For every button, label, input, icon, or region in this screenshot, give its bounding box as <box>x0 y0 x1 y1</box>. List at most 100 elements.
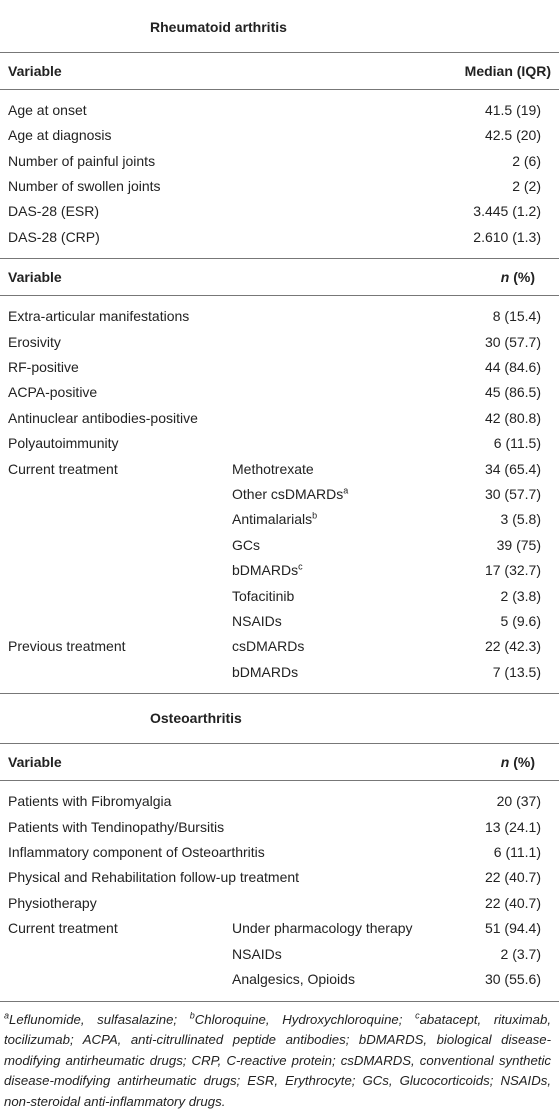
row-label: Number of painful joints <box>8 152 156 169</box>
sublabel-text: bDMARDs <box>232 562 299 579</box>
row-sublabel: bDMARDs <box>232 663 298 681</box>
row-value: 2 (2) <box>512 177 541 194</box>
row-sublabel: Analgesics, Opioids <box>232 970 355 988</box>
row-label: Current treatment <box>8 460 118 477</box>
footnote-mark: a <box>343 485 349 496</box>
row-label: Polyautoimmunity <box>8 435 119 452</box>
row-value: 41.5 (19) <box>484 101 541 118</box>
row-sublabel: bDMARDsc <box>232 561 303 579</box>
row-sublabel: NSAIDs <box>232 945 282 963</box>
row-label: Patients with Fibromyalgia <box>8 793 172 810</box>
row-label: Physical and Rehabilitation follow-up tr… <box>8 869 300 886</box>
row-label: Inflammatory component of Osteoarthritis <box>8 843 265 860</box>
row-value: 44 (84.6) <box>484 358 541 375</box>
header-label: Variable <box>8 753 62 770</box>
row-sublabel: Methotrexate <box>232 460 314 478</box>
row-value: 30 (57.7) <box>484 485 541 502</box>
sublabel-text: NSAIDs <box>232 612 282 629</box>
row-value: 2 (3.7) <box>500 945 541 962</box>
footnote-mark: b <box>312 510 318 521</box>
row-label: Physiotherapy <box>8 894 97 911</box>
sublabel-text: Analgesics, Opioids <box>232 970 355 987</box>
header-value: Median (IQR) <box>465 62 551 80</box>
footnote-text: Leflunomide, sulfasalazine; <box>9 1011 190 1027</box>
sublabel-text: bDMARDs <box>232 663 299 680</box>
footnote-mark: a <box>4 1010 10 1021</box>
sublabel-text: Other csDMARDs <box>232 485 344 502</box>
section-title: Rheumatoid arthritis <box>150 19 287 35</box>
row-value: 3 (5.8) <box>500 511 541 528</box>
header-label: Variable <box>8 62 62 79</box>
header-text: Median (IQR) <box>464 62 551 79</box>
row-label: Current treatment <box>8 920 118 937</box>
row-sublabel: csDMARDs <box>232 637 304 655</box>
row-value: 7 (13.5) <box>492 663 541 680</box>
row-label: Age at onset <box>8 101 87 118</box>
row-sublabel: Other csDMARDsa <box>232 485 348 503</box>
row-value: 5 (9.6) <box>500 612 541 629</box>
header-value: n (%) <box>501 268 535 286</box>
row-value: 39 (75) <box>496 536 541 553</box>
rule <box>0 52 559 53</box>
rule <box>0 89 559 90</box>
row-value: 42 (80.8) <box>484 409 541 426</box>
footnote-mark: c <box>298 561 303 572</box>
row-value: 8 (15.4) <box>492 308 541 325</box>
row-label: Erosivity <box>8 333 61 350</box>
sublabel-text: Under pharmacology therapy <box>232 920 413 937</box>
rule <box>0 693 559 695</box>
row-sublabel: Tofacitinib <box>232 587 294 605</box>
header-text: (%) <box>509 753 535 770</box>
footnote-mark: c <box>415 1010 420 1021</box>
footnote: aLeflunomide, sulfasalazine; bChloroquin… <box>4 1010 551 1113</box>
header-value: n (%) <box>501 753 535 771</box>
row-value: 30 (57.7) <box>484 333 541 350</box>
rule <box>0 295 559 297</box>
row-value: 20 (37) <box>496 793 541 810</box>
row-value: 42.5 (20) <box>484 127 541 144</box>
row-label: Extra-articular manifestations <box>8 308 190 325</box>
row-value: 3.445 (1.2) <box>473 203 541 220</box>
rule <box>0 743 559 745</box>
footnote-mark: b <box>189 1010 195 1021</box>
row-value: 30 (55.6) <box>484 970 541 987</box>
rule <box>0 780 559 782</box>
footnote-text: Chloroquine, Hydroxychloroquine; <box>194 1011 416 1027</box>
row-value: 45 (86.5) <box>484 384 541 401</box>
row-label: Age at diagnosis <box>8 127 112 144</box>
row-label: DAS-28 (ESR) <box>8 203 100 220</box>
row-label: ACPA-positive <box>8 384 98 401</box>
row-label: Patients with Tendinopathy/Bursitis <box>8 818 225 835</box>
header-italic: n <box>500 268 510 285</box>
footnote-text: abatacept, rituximab, tocilizumab; ACPA,… <box>4 1011 551 1109</box>
row-value: 17 (32.7) <box>484 562 541 579</box>
row-value: 22 (40.7) <box>484 894 541 911</box>
row-value: 2.610 (1.3) <box>473 228 541 245</box>
sublabel-text: Antimalarials <box>232 511 313 528</box>
row-label: Number of swollen joints <box>8 177 161 194</box>
row-value: 51 (94.4) <box>484 920 541 937</box>
sublabel-text: Methotrexate <box>232 460 314 477</box>
row-value: 6 (11.1) <box>493 843 541 860</box>
row-label: RF-positive <box>8 358 79 375</box>
row-value: 6 (11.5) <box>493 435 541 452</box>
row-value: 2 (6) <box>512 152 541 169</box>
row-value: 13 (24.1) <box>484 818 541 835</box>
row-sublabel: Under pharmacology therapy <box>232 919 413 937</box>
row-value: 34 (65.4) <box>484 460 541 477</box>
row-sublabel: NSAIDs <box>232 612 282 630</box>
row-label: DAS-28 (CRP) <box>8 228 100 245</box>
row-sublabel: GCs <box>232 536 260 554</box>
row-label: Previous treatment <box>8 638 126 655</box>
sublabel-text: GCs <box>232 536 260 553</box>
rule <box>0 1000 559 1002</box>
row-value: 22 (40.7) <box>484 869 541 886</box>
header-label: Variable <box>8 268 62 285</box>
section-title: Osteoarthritis <box>150 710 242 727</box>
sublabel-text: NSAIDs <box>232 945 282 962</box>
rule <box>0 258 559 260</box>
sublabel-text: csDMARDs <box>232 638 305 655</box>
header-text: (%) <box>509 268 535 285</box>
row-value: 2 (3.8) <box>500 587 541 604</box>
